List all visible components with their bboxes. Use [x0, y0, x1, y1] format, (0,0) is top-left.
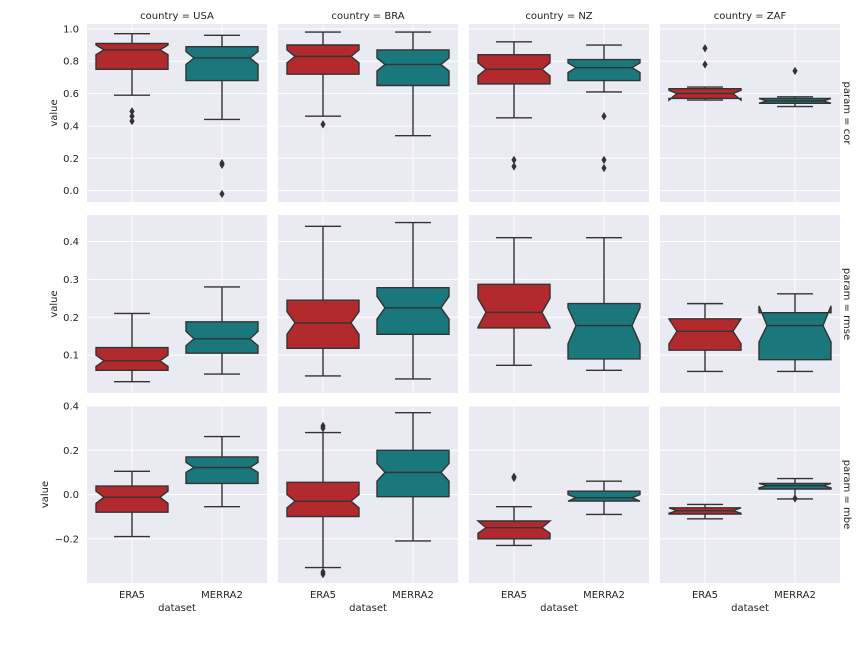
- flier-r0-c2-era5-1: [511, 162, 517, 171]
- y-axis-label-r2: value: [40, 481, 51, 508]
- row-facet-label-0: param = cor: [841, 82, 852, 146]
- flier-r0-c2-merra2-0: [601, 112, 607, 121]
- x-tick-label-c0-0: ERA5: [119, 590, 145, 601]
- col-facet-title-1: country = BRA: [331, 11, 404, 22]
- box-r1-c1-merra2: [376, 287, 450, 335]
- flier-r0-c2-merra2-1: [601, 155, 607, 165]
- y-tick-label-r2-0: −0.2: [55, 534, 79, 545]
- facet-bg-r0-c2: [469, 24, 649, 202]
- x-tick-label-c1-1: MERRA2: [392, 590, 434, 601]
- col-facet-title-2: country = NZ: [525, 11, 592, 22]
- flier-r0-c3-merra2-0: [792, 66, 798, 76]
- x-tick-label-c3-0: ERA5: [692, 590, 718, 601]
- box-r0-c1-merra2: [376, 49, 450, 87]
- y-tick-label-r0-4: 0.8: [63, 57, 79, 68]
- flier-r0-c2-era5-0: [511, 155, 517, 165]
- flier-r0-c0-era5-2: [129, 116, 135, 126]
- y-tick-label-r0-5: 1.0: [63, 24, 79, 35]
- box-r0-c2-merra2: [567, 58, 641, 82]
- y-tick-label-r2-2: 0.2: [63, 446, 79, 457]
- box-r2-c2-era5: [476, 520, 552, 540]
- x-tick-label-c0-1: MERRA2: [201, 590, 243, 601]
- y-tick-label-r0-1: 0.2: [63, 154, 79, 165]
- y-tick-label-r2-1: 0.0: [63, 490, 79, 501]
- col-facet-title-0: country = USA: [140, 11, 214, 22]
- y-tick-label-r1-1: 0.2: [63, 313, 79, 324]
- box-r1-c3-era5: [668, 318, 742, 351]
- box-r2-c1-era5: [286, 481, 360, 518]
- flier-r0-c2-merra2-2: [601, 163, 607, 173]
- box-r2-c1-merra2: [376, 449, 450, 498]
- flier-r2-c2-era5-1: [511, 473, 517, 483]
- box-r0-c3-era5: [668, 87, 742, 102]
- box-r0-c1-era5: [286, 44, 360, 75]
- box-r1-c2-era5: [477, 283, 551, 329]
- flier-r2-c3-merra2-0: [792, 494, 798, 503]
- x-axis-label-c2: dataset: [540, 603, 578, 614]
- box-r0-c0-era5: [95, 42, 169, 71]
- flier-r0-c3-era5-0: [702, 44, 708, 53]
- x-axis-label-c3: dataset: [731, 603, 769, 614]
- row-facet-label-1: param = rmse: [841, 268, 852, 340]
- y-tick-label-r1-2: 0.3: [63, 275, 79, 286]
- x-axis-label-c1: dataset: [349, 603, 387, 614]
- y-axis-label-r1: value: [49, 290, 60, 317]
- x-tick-label-c1-0: ERA5: [310, 590, 336, 601]
- facet-bg-r0-c3: [660, 24, 840, 202]
- box-r2-c2-merra2: [567, 490, 641, 502]
- flier-r2-c1-era5-1: [320, 423, 326, 433]
- y-tick-label-r0-0: 0.0: [63, 186, 79, 197]
- flier-r0-c0-merra2-2: [219, 189, 225, 199]
- x-axis-label-c0: dataset: [158, 603, 196, 614]
- y-tick-label-r0-2: 0.4: [63, 121, 79, 132]
- y-tick-label-r2-3: 0.4: [63, 402, 79, 413]
- box-r1-c3-merra2: [758, 305, 832, 361]
- y-tick-label-r0-3: 0.6: [63, 89, 79, 100]
- col-facet-title-3: country = ZAF: [714, 11, 787, 22]
- box-r1-c2-merra2: [567, 302, 641, 360]
- box-r1-c1-era5: [286, 299, 360, 349]
- row-facet-label-2: param = mbe: [841, 460, 852, 529]
- y-tick-label-r1-0: 0.1: [63, 351, 79, 362]
- flier-r2-c1-era5-3: [320, 569, 326, 579]
- box-r1-c0-merra2: [185, 321, 259, 354]
- flier-r0-c0-era5-1: [129, 112, 135, 121]
- x-tick-label-c3-1: MERRA2: [774, 590, 816, 601]
- flier-r0-c1-era5-0: [320, 120, 326, 129]
- flier-r0-c0-merra2-1: [219, 160, 225, 169]
- x-tick-label-c2-0: ERA5: [501, 590, 527, 601]
- flier-r0-c3-era5-1: [702, 60, 708, 69]
- box-r1-c0-era5: [95, 346, 169, 371]
- box-r2-c0-era5: [95, 485, 169, 513]
- y-tick-label-r1-3: 0.4: [63, 237, 79, 248]
- box-r2-c0-merra2: [185, 456, 259, 485]
- y-axis-label-r0: value: [49, 99, 60, 126]
- x-tick-label-c2-1: MERRA2: [583, 590, 625, 601]
- box-r0-c0-merra2: [185, 46, 259, 82]
- flier-r0-c0-era5-0: [129, 107, 135, 116]
